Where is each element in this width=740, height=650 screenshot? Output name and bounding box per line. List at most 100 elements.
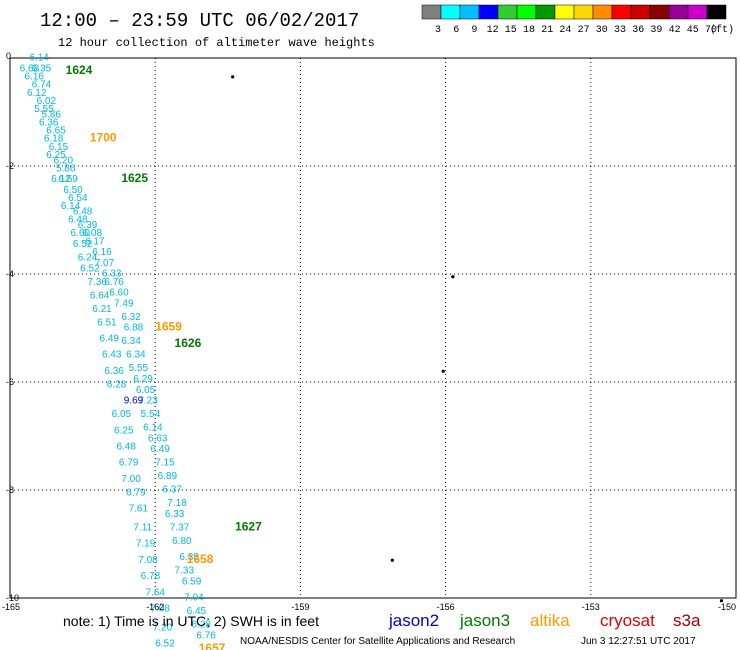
swh-value-label: 6.17 (85, 236, 105, 247)
scale-swatch (554, 4, 575, 20)
swh-value-label: 6.76 (196, 631, 216, 642)
swh-observations: 6.146.686.356.166.746.126.025.555.866.36… (20, 53, 217, 650)
swh-value-label: 7.19 (136, 539, 156, 550)
scale-label: 36 (632, 25, 644, 36)
scale-swatch (459, 4, 480, 20)
footer: note: 1) Time is in UTC; 2) SWH is in fe… (63, 611, 701, 647)
scale-swatch (687, 4, 708, 20)
swh-value-label: 6.79 (126, 487, 146, 498)
swh-value-label: 6.21 (92, 304, 112, 315)
swh-value-label: 6.25 (46, 150, 66, 161)
swh-value-label: 6.08 (83, 228, 103, 239)
swh-value-label: 6.05 (136, 385, 156, 396)
scale-swatch (592, 4, 613, 20)
swh-value-label: 6.38 (179, 552, 199, 563)
scale-label: 21 (541, 25, 553, 36)
swh-value-label: 6.36 (104, 366, 124, 377)
x-tick-label: -150 (718, 602, 736, 612)
x-tick-label: -165 (2, 602, 20, 612)
x-tick-label: -153 (582, 602, 600, 612)
swh-value-label: 6.12 (27, 88, 47, 99)
scale-label: 70 (705, 25, 717, 36)
swh-value-label: 6.74 (32, 80, 52, 91)
pass-time-label: 1626 (175, 336, 202, 350)
swh-value-label: 7.08 (138, 555, 158, 566)
x-tick-label: -156 (437, 602, 455, 612)
swh-value-label: 6.63 (148, 433, 168, 444)
swh-value-label: 6.02 (37, 96, 57, 107)
swh-value-label: 6.48 (68, 215, 88, 226)
swh-value-label: 6.18 (44, 134, 64, 145)
y-tick-label: -6 (6, 377, 14, 387)
swh-value-label: 6.12 (51, 174, 71, 185)
swh-value-label: 5.86 (56, 163, 76, 174)
scale-swatch (630, 4, 651, 20)
satellite-name: jason2 (388, 611, 439, 630)
swh-value-label: 6.39 (78, 220, 98, 231)
y-tick-label: -4 (6, 269, 14, 279)
x-axis-ticks: -165 -162 -159 -156 -153 -150 (2, 602, 736, 612)
swh-value-label: 7.23 (138, 396, 158, 407)
scale-label: 15 (505, 25, 517, 36)
gridlines (10, 58, 736, 598)
swh-value-label: 6.16 (92, 247, 112, 258)
scale-label: 30 (596, 25, 608, 36)
swh-value-label: 7.33 (175, 566, 195, 577)
y-tick-label: -2 (6, 161, 14, 171)
scale-swatch (535, 4, 556, 20)
map-subtitle: 12 hour collection of altimeter wave hei… (58, 36, 375, 50)
swh-value-label: 6.80 (172, 536, 192, 547)
y-tick-label: 0 (6, 51, 11, 61)
swh-value-label: 9.69 (124, 396, 144, 407)
swh-value-label: 6.60 (71, 228, 91, 239)
swh-value-label: 6.16 (25, 72, 45, 83)
swh-value-label: 6.59 (58, 174, 78, 185)
swh-value-label: 6.43 (102, 350, 122, 361)
map-title: 12:00 – 23:59 UTC 06/02/2017 (40, 10, 359, 32)
scale-label: 45 (687, 25, 699, 36)
y-axis-ticks: 0 -2 -4 -6 -8 -10 (6, 51, 19, 603)
island-marker (719, 599, 724, 603)
x-tick-label: -159 (291, 602, 309, 612)
swh-value-label: 6.78 (141, 571, 161, 582)
island-marker (451, 275, 455, 279)
satellite-name: s3a (673, 611, 701, 630)
swh-value-label: 7.07 (95, 258, 115, 269)
satellite-name: jason3 (459, 611, 510, 630)
swh-value-label: 6.20 (54, 155, 74, 166)
scale-label: 3 (435, 25, 441, 36)
header: 12:00 – 23:59 UTC 06/02/2017 12 hour col… (40, 10, 375, 50)
map-frame (9, 57, 737, 599)
scale-label: 24 (559, 25, 571, 36)
swh-value-label: 6.50 (63, 185, 83, 196)
islands (231, 75, 724, 603)
pass-time-label: 1658 (187, 552, 214, 566)
swh-value-label: 6.76 (104, 277, 124, 288)
swh-value-label: 6.59 (182, 577, 202, 588)
swh-value-label: 6.54 (68, 193, 88, 204)
footer-note: note: 1) Time is in UTC; 2) SWH is in fe… (63, 613, 319, 629)
swh-value-label: 6.36 (39, 118, 59, 129)
y-tick-label: -10 (6, 593, 19, 603)
pass-time-label: 1700 (90, 131, 117, 145)
swh-value-label: 6.35 (32, 64, 52, 75)
footer-credit: NOAA/NESDIS Center for Satellite Applica… (240, 636, 515, 647)
scale-unit: (ft) (710, 24, 734, 36)
swh-value-label: 6.34 (121, 336, 141, 347)
scale-label: 9 (471, 25, 477, 36)
swh-value-label: 6.37 (162, 485, 182, 496)
swh-value-label: 6.14 (29, 53, 49, 64)
swh-value-label: 7.08 (150, 604, 170, 615)
swh-value-label: 7.64 (146, 587, 166, 598)
swh-value-label: 7.15 (155, 458, 175, 469)
scale-swatch (611, 4, 632, 20)
swh-value-label: 6.33 (165, 509, 185, 520)
pass-time-label: 1659 (155, 320, 182, 334)
swh-value-label: 5.55 (129, 363, 149, 374)
swh-value-label: 6.15 (49, 142, 69, 153)
swh-value-label: 7.61 (129, 504, 149, 515)
swh-value-label: 6.29 (133, 374, 153, 385)
swh-value-label: 7.36 (87, 277, 107, 288)
map-area: 6.146.686.356.166.746.126.025.555.866.36… (9, 53, 737, 650)
swh-value-label: 6.48 (116, 442, 136, 453)
